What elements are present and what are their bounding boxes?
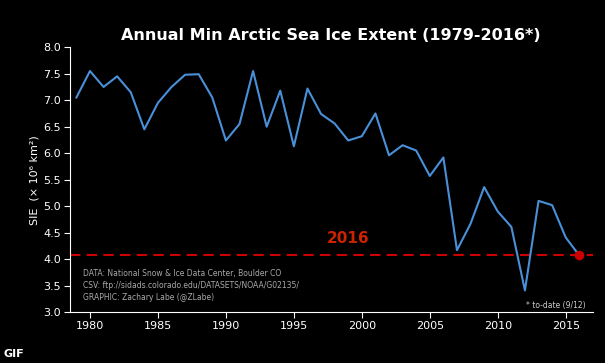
- Title: Annual Min Arctic Sea Ice Extent (1979-2016*): Annual Min Arctic Sea Ice Extent (1979-2…: [122, 28, 541, 43]
- Text: 2016: 2016: [327, 231, 370, 246]
- Y-axis label: SIE  (× 10⁶ km²): SIE (× 10⁶ km²): [29, 135, 39, 225]
- Text: GRAPHIC: Zachary Labe (@ZLabe): GRAPHIC: Zachary Labe (@ZLabe): [83, 293, 214, 302]
- Text: * to-date (9/12): * to-date (9/12): [526, 301, 586, 310]
- Point: [575, 253, 584, 258]
- Text: CSV: ftp://sidads.colorado.edu/DATASETS/NOAA/G02135/: CSV: ftp://sidads.colorado.edu/DATASETS/…: [83, 281, 299, 290]
- Text: GIF: GIF: [3, 349, 24, 359]
- Text: DATA: National Snow & Ice Data Center, Boulder CO: DATA: National Snow & Ice Data Center, B…: [83, 269, 281, 278]
